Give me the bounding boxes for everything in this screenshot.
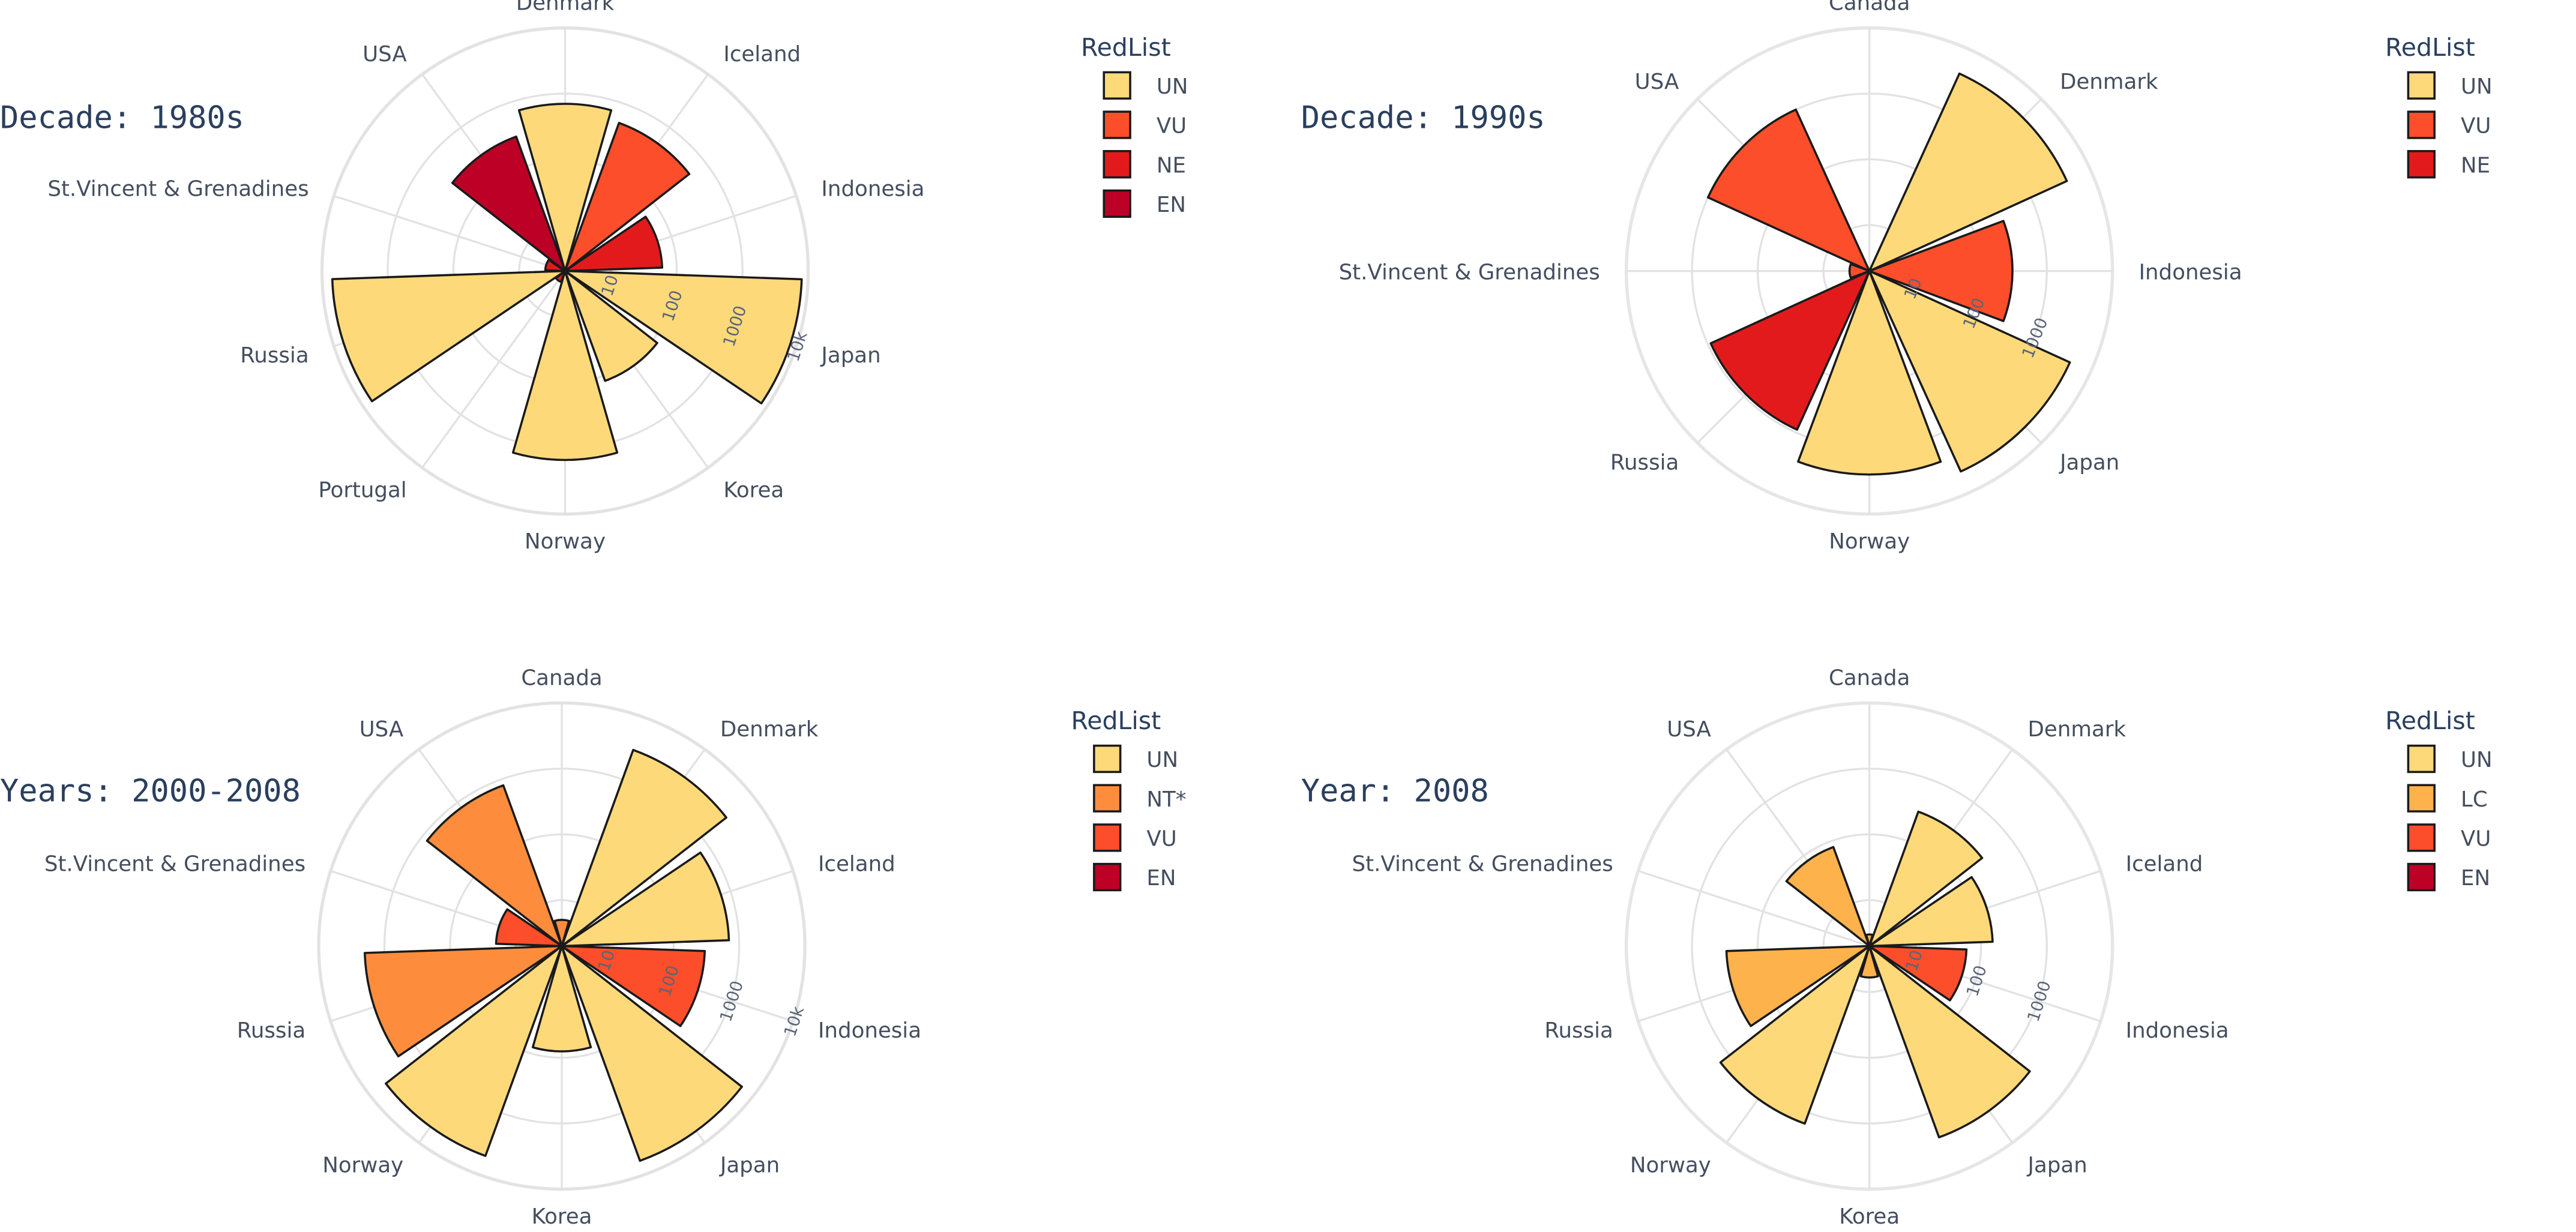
category-label-indonesia: Indonesia [2126, 1018, 2229, 1043]
category-label-japan: Japan [2027, 1153, 2087, 1177]
category-label-usa: USA [360, 717, 404, 742]
legend-label-un: UN [1146, 748, 1178, 772]
category-label-norway: Norway [1829, 529, 1910, 554]
legend-label-lc: LC [2461, 787, 2488, 812]
category-label-canada: Canada [1829, 0, 1910, 15]
category-label-denmark: Denmark [2060, 70, 2158, 94]
category-label-denmark: Denmark [2028, 717, 2126, 742]
legend-label-ne: NE [1157, 153, 1186, 178]
legend-swatch-en [1094, 864, 1121, 891]
legend-title: RedList [2385, 33, 2475, 62]
category-label-usa: USA [1635, 70, 1679, 94]
category-label-iceland: Iceland [2126, 852, 2203, 876]
legend-title: RedList [1071, 706, 1161, 735]
legend-swatch-vu [2408, 825, 2434, 851]
category-label-st-vincent-grenadines: St.Vincent & Grenadines [44, 852, 305, 876]
polar-chart-1: Denmark Iceland Indonesia Japan Korea Norway P… [0, 0, 1188, 554]
polar-chart-3: Canada Denmark Iceland Indonesia Japan Korea N… [0, 666, 1187, 1229]
category-label-korea: Korea [1839, 1204, 1900, 1229]
category-label-usa: USA [1667, 717, 1711, 742]
category-label-norway: Norway [322, 1153, 403, 1177]
category-label-iceland: Iceland [723, 42, 801, 67]
bar-lc-usa [1786, 847, 1869, 946]
category-label-canada: Canada [521, 666, 602, 690]
chart-title: Year: 2008 [1301, 774, 1489, 810]
legend-label-vu: VU [1146, 827, 1176, 852]
legend-label-vu: VU [2461, 114, 2491, 139]
legend-swatch-un [1104, 72, 1130, 98]
category-label-russia: Russia [240, 343, 308, 368]
legend-swatch-un [1094, 746, 1121, 772]
category-label-indonesia: Indonesia [821, 177, 924, 202]
legend-swatch-ne [1104, 151, 1130, 178]
legend-label-vu: VU [1157, 114, 1187, 139]
legend-title: RedList [2385, 706, 2475, 735]
legend-swatch-en [1104, 190, 1130, 217]
category-label-st-vincent-grenadines: St.Vincent & Grenadines [1339, 260, 1600, 284]
legend-swatch-nt [1094, 785, 1121, 811]
category-label-usa: USA [363, 42, 407, 67]
category-label-iceland: Iceland [818, 852, 895, 876]
category-label-norway: Norway [525, 529, 606, 554]
category-label-denmark: Denmark [720, 717, 819, 742]
chart-title: Decade: 1990s [1301, 100, 1545, 136]
legend-label-ne: NE [2461, 153, 2490, 178]
radial-tick-label: 10k [781, 1004, 808, 1039]
category-label-st-vincent-grenadines: St.Vincent & Grenadines [47, 177, 308, 202]
bar-un-russia [333, 271, 565, 401]
category-label-indonesia: Indonesia [818, 1018, 921, 1043]
radial-tick-label: 100 [1963, 963, 1991, 999]
legend-swatch-en [2408, 864, 2434, 891]
legend-swatch-vu [1104, 112, 1130, 138]
legend-label-vu: VU [2461, 827, 2491, 852]
category-label-korea: Korea [723, 478, 784, 502]
chart-title: Decade: 1980s [0, 100, 244, 136]
category-label-russia: Russia [1544, 1018, 1613, 1043]
legend-label-en: EN [1157, 193, 1186, 217]
legend-label-nt: NT* [1146, 787, 1186, 812]
legend-swatch-un [2408, 746, 2434, 772]
category-label-korea: Korea [532, 1204, 592, 1229]
category-label-portugal: Portugal [318, 478, 406, 502]
category-label-st-vincent-grenadines: St.Vincent & Grenadines [1352, 852, 1613, 876]
category-label-denmark: Denmark [516, 0, 615, 15]
category-label-canada: Canada [1829, 666, 1910, 690]
legend-swatch-un [2408, 72, 2434, 98]
chart-title: Years: 2000-2008 [0, 774, 301, 810]
legend-swatch-ne [2408, 151, 2434, 178]
category-label-japan: Japan [2059, 451, 2119, 475]
category-label-norway: Norway [1630, 1153, 1711, 1177]
legend-label-en: EN [1146, 866, 1176, 891]
radial-tick-label: 1000 [2024, 979, 2055, 1024]
legend-swatch-vu [2408, 112, 2434, 138]
legend-swatch-lc [2408, 785, 2434, 811]
radial-tick-label: 1000 [717, 979, 747, 1024]
legend-label-en: EN [2461, 866, 2490, 891]
legend-title: RedList [1081, 33, 1171, 62]
legend-label-un: UN [2461, 748, 2493, 772]
legend-label-un: UN [2461, 74, 2493, 99]
category-label-russia: Russia [1610, 451, 1679, 475]
polar-chart-4: Canada Denmark Iceland Indonesia Japan Korea N… [1301, 666, 2493, 1229]
category-label-indonesia: Indonesia [2139, 260, 2242, 284]
category-label-japan: Japan [719, 1153, 780, 1177]
category-label-russia: Russia [237, 1018, 305, 1043]
polar-chart-2: Canada Denmark Indonesia Japan Norway Russia S… [1301, 0, 2493, 554]
category-label-japan: Japan [820, 343, 880, 368]
legend-swatch-vu [1094, 825, 1121, 851]
legend-label-un: UN [1157, 74, 1188, 99]
